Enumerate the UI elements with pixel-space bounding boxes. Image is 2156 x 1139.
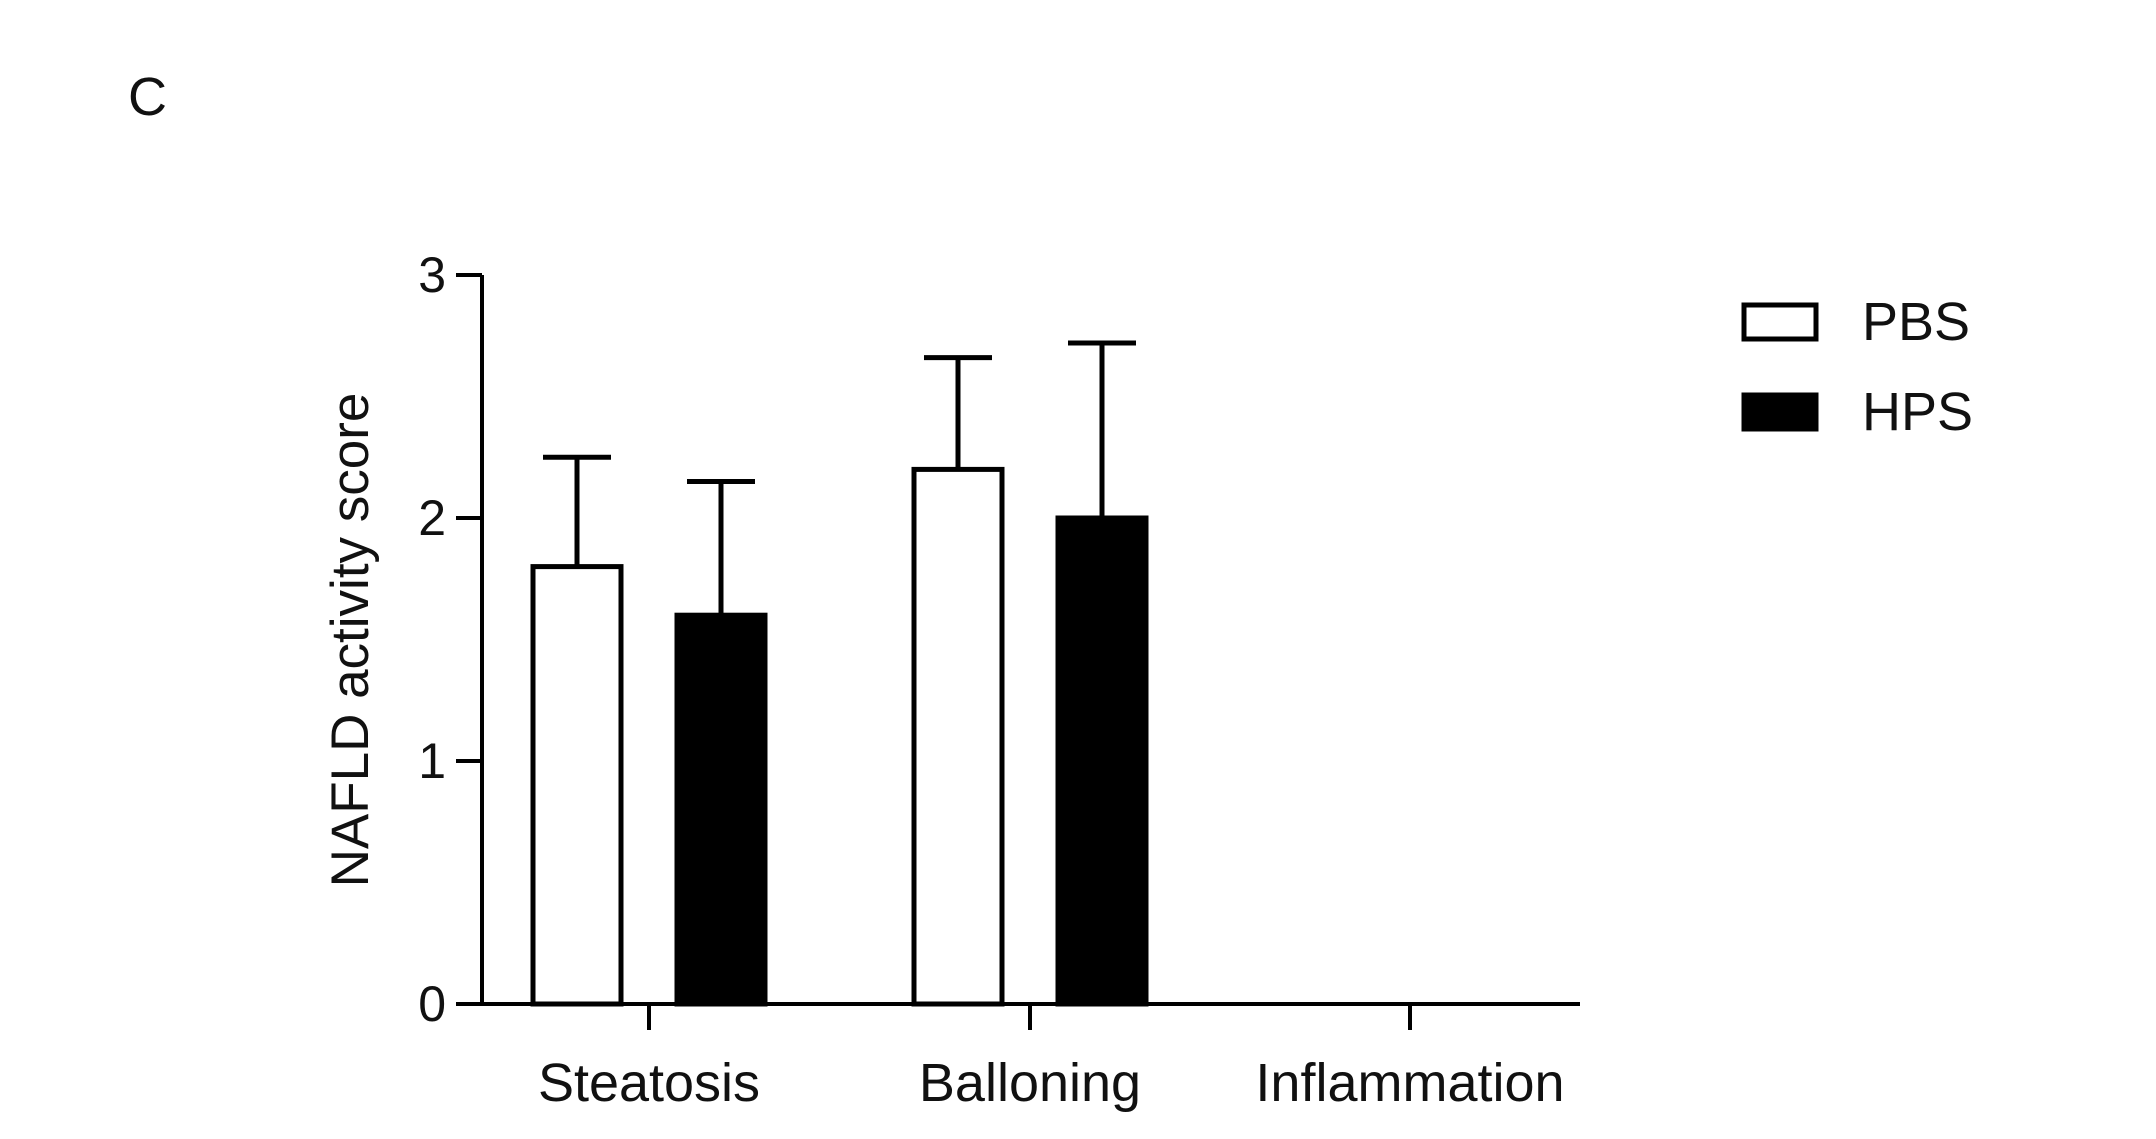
legend: PBS HPS bbox=[1741, 292, 1973, 442]
legend-label-hps: HPS bbox=[1862, 382, 1973, 442]
y-tick-label-0: 0 bbox=[418, 976, 446, 1032]
x-tick-label-inflammation: Inflammation bbox=[1255, 1053, 1564, 1113]
x-tick-label-steatosis: Steatosis bbox=[538, 1053, 760, 1113]
y-tick-label-1: 1 bbox=[418, 733, 446, 789]
legend-swatch-pbs bbox=[1741, 302, 1819, 342]
y-tick-label-2: 2 bbox=[418, 490, 446, 546]
y-tick-label-3: 3 bbox=[418, 247, 446, 303]
bar-pbs-balloning bbox=[911, 466, 1005, 1007]
y-axis-title: NAFLD activity score bbox=[321, 393, 380, 888]
bar-hps-balloning bbox=[1055, 515, 1149, 1007]
bar-hps-steatosis bbox=[674, 612, 768, 1007]
legend-label-pbs: PBS bbox=[1862, 292, 1970, 352]
x-tick-label-balloning: Balloning bbox=[919, 1053, 1141, 1113]
bar-pbs-steatosis bbox=[530, 564, 624, 1007]
legend-swatch-hps bbox=[1741, 392, 1819, 432]
panel-letter: C bbox=[128, 67, 167, 127]
plot-area: 0 1 2 3 Steatosis Balloning Inflammation bbox=[418, 247, 1580, 1113]
